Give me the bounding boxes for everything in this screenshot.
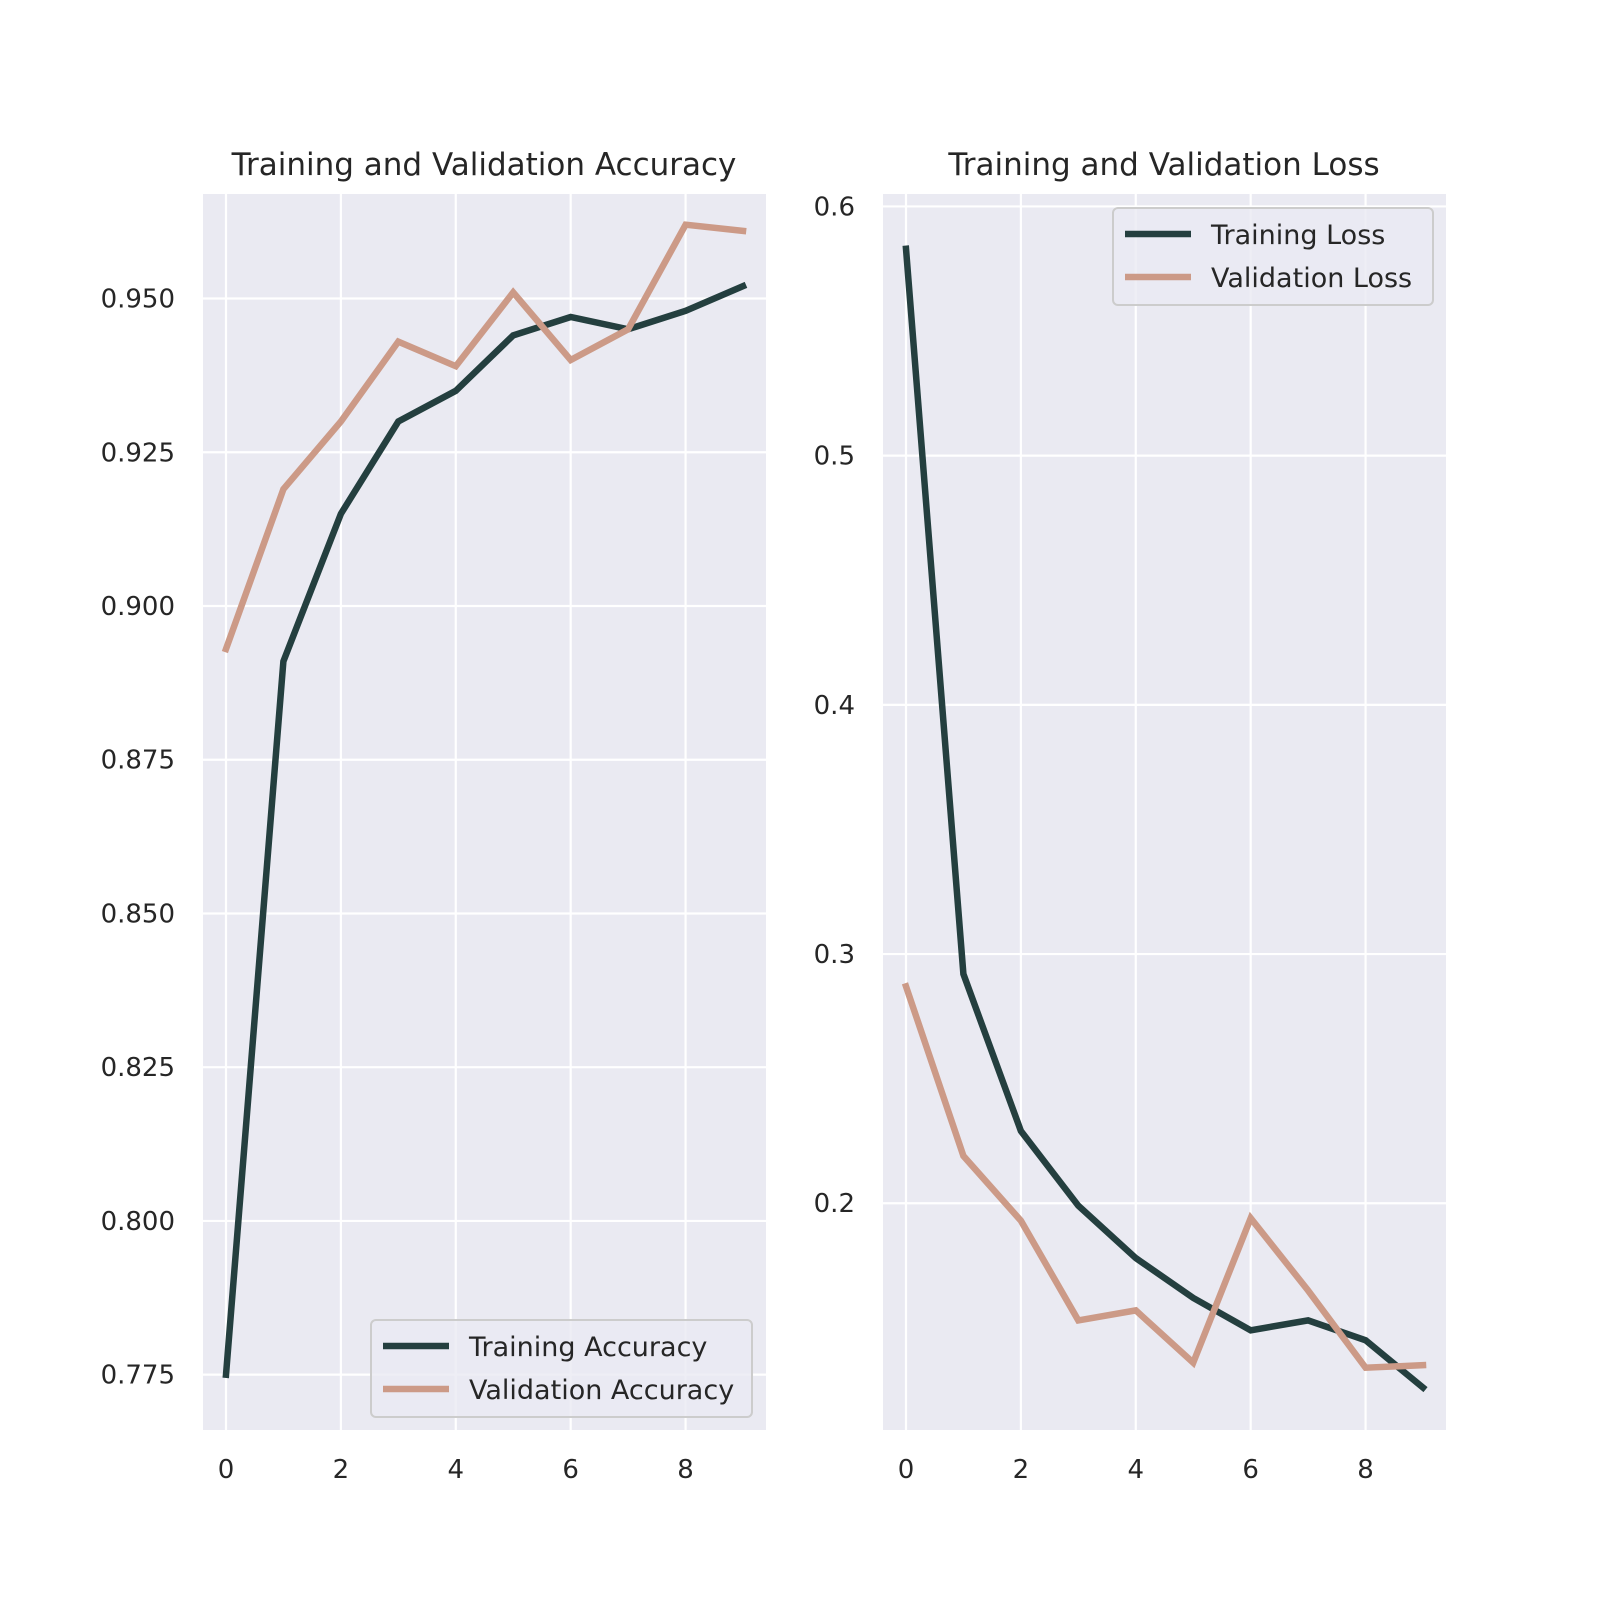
accuracy-y-tick-label: 0.850 [101, 899, 175, 929]
loss-x-tick-label: 8 [1357, 1455, 1374, 1485]
loss-x-tick-label: 6 [1242, 1455, 1259, 1485]
loss-chart-title: Training and Validation Loss [947, 147, 1379, 183]
loss-y-tick-label: 0.6 [814, 192, 855, 222]
loss-y-tick-label: 0.2 [814, 1189, 855, 1219]
accuracy-y-tick-label: 0.875 [101, 746, 175, 776]
accuracy-legend-label: Validation Accuracy [469, 1375, 734, 1406]
accuracy-y-tick-label: 0.925 [101, 438, 175, 468]
accuracy-y-tick-label: 0.900 [101, 592, 175, 622]
accuracy-y-tick-label: 0.800 [101, 1207, 175, 1237]
accuracy-y-tick-label: 0.950 [101, 285, 175, 315]
loss-legend-box [1112, 207, 1434, 306]
loss-legend-label: Validation Loss [1211, 263, 1412, 294]
accuracy-panel: 0 2 4 6 8 0.775 0.800 0.825 0.850 0.875 0.900 0.925… [101, 147, 766, 1485]
accuracy-x-tick-label: 6 [562, 1455, 579, 1485]
loss-y-tick-label: 0.5 [814, 442, 855, 472]
accuracy-x-tick-label: 0 [218, 1455, 235, 1485]
accuracy-legend-label: Training Accuracy [468, 1332, 707, 1363]
loss-y-tick-label: 0.3 [814, 940, 855, 970]
loss-x-tick-label: 2 [1013, 1455, 1030, 1485]
loss-panel: 0 2 4 6 8 0.2 0.3 0.4 0.5 0.6 Training Loss Validat… [814, 147, 1446, 1485]
accuracy-plot-area [203, 194, 766, 1430]
accuracy-x-tick-label: 2 [333, 1455, 350, 1485]
validation-loss-line [901, 982, 1427, 1372]
accuracy-legend-box [370, 1319, 753, 1418]
loss-plot-area [883, 194, 1446, 1430]
accuracy-y-tick-label: 0.825 [101, 1053, 175, 1083]
validation-accuracy-line [221, 221, 747, 654]
accuracy-x-tick-label: 8 [677, 1455, 694, 1485]
accuracy-chart-title: Training and Validation Accuracy [231, 147, 737, 183]
loss-y-tick-label: 0.4 [814, 691, 855, 721]
loss-legend-label: Training Loss [1210, 220, 1385, 251]
accuracy-y-tick-label: 0.775 [101, 1361, 175, 1391]
training-accuracy-line [222, 281, 748, 1379]
loss-x-tick-label: 0 [898, 1455, 915, 1485]
loss-x-tick-label: 4 [1128, 1455, 1145, 1485]
accuracy-x-tick-label: 4 [448, 1455, 465, 1485]
